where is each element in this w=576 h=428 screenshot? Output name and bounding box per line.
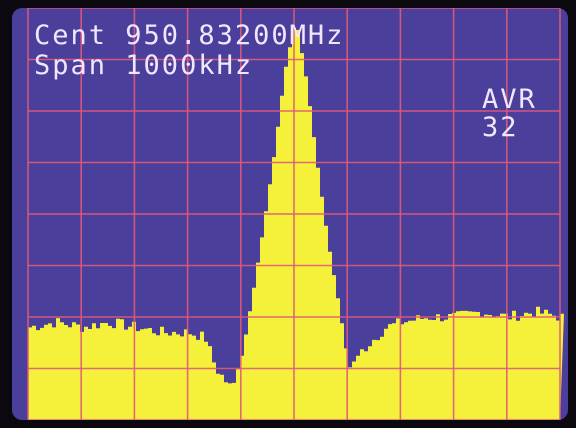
- span-label: Span: [34, 50, 108, 81]
- averaging-count: 32: [482, 112, 519, 143]
- span-value: 1000kHz: [125, 50, 254, 81]
- center-label: Cent: [34, 20, 108, 51]
- span-readout: Span 1000kHz: [34, 52, 253, 79]
- center-frequency-readout: Cent 950.83200MHz: [34, 22, 344, 49]
- spectrum-trace: [28, 28, 564, 420]
- center-frequency-value: 950.83200MHz: [125, 20, 345, 51]
- spectrum-display: Cent 950.83200MHz Span 1000kHz AVR 32: [12, 8, 568, 420]
- averaging-label: AVR: [482, 84, 537, 115]
- spectrum-plot: [27, 8, 564, 420]
